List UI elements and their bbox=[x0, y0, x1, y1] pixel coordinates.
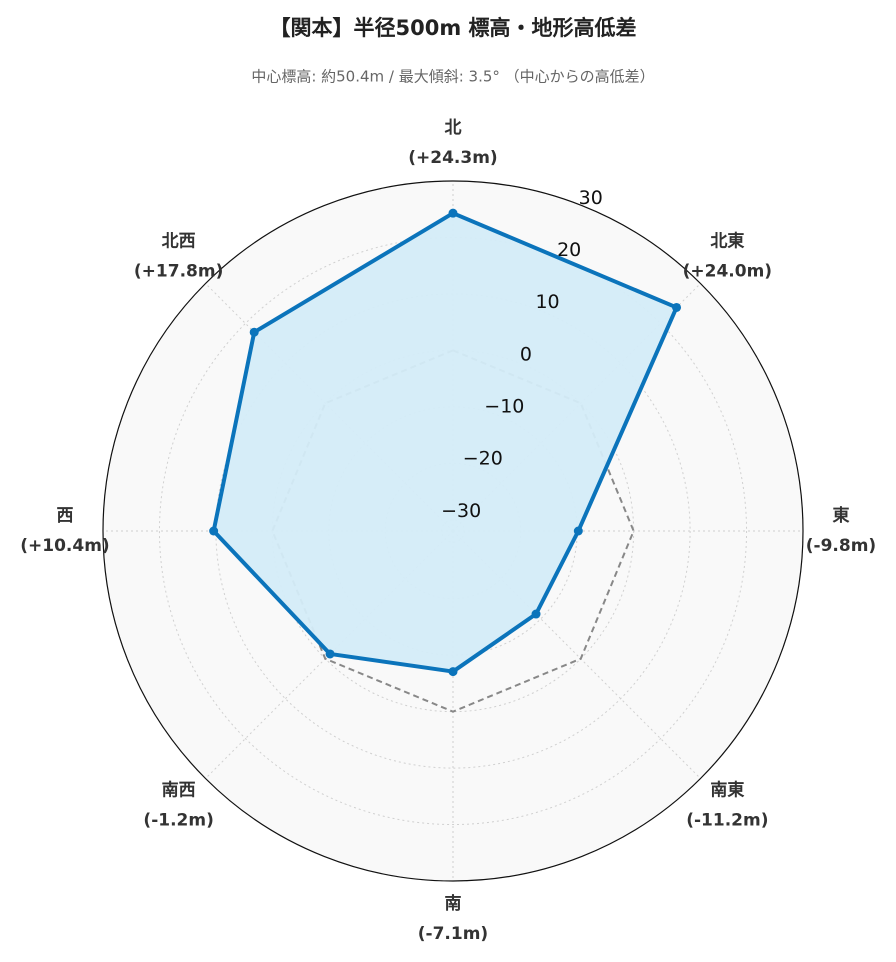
data-point bbox=[448, 208, 458, 218]
data-point bbox=[531, 609, 541, 619]
r-tick-label: 30 bbox=[579, 187, 603, 209]
grid-circle bbox=[158, 236, 748, 826]
data-point bbox=[209, 526, 219, 536]
value-label: (-7.1m) bbox=[418, 924, 488, 944]
value-label: (+17.8m) bbox=[134, 262, 223, 282]
category-label: 北 bbox=[445, 118, 462, 138]
category-label: 北西 bbox=[162, 232, 196, 252]
category-label: 南西 bbox=[162, 779, 196, 800]
data-point bbox=[672, 302, 682, 312]
category-label: 南東 bbox=[710, 779, 744, 800]
value-label: (+10.4m) bbox=[20, 536, 109, 556]
spoke bbox=[452, 530, 701, 779]
value-label: (-11.2m) bbox=[686, 810, 768, 830]
r-tick-label: −30 bbox=[441, 500, 481, 522]
data-point bbox=[325, 649, 335, 659]
category-label: 南 bbox=[445, 893, 462, 914]
category-label: 東 bbox=[833, 505, 850, 526]
value-label: (-1.2m) bbox=[143, 810, 213, 830]
data-point bbox=[249, 327, 259, 337]
r-tick-label: 20 bbox=[557, 239, 581, 261]
category-label: 西 bbox=[57, 506, 74, 526]
r-tick-label: 10 bbox=[535, 291, 559, 313]
category-label: 北東 bbox=[710, 231, 744, 252]
r-tick-label: −10 bbox=[484, 396, 524, 418]
chart-title: 【関本】半径500m 標高・地形高低差 bbox=[269, 16, 636, 40]
value-label: (+24.3m) bbox=[408, 148, 497, 168]
r-tick-label: −20 bbox=[463, 448, 503, 470]
data-point bbox=[573, 526, 583, 536]
value-label: (-9.8m) bbox=[806, 536, 876, 556]
plot-border bbox=[102, 180, 804, 882]
r-tick-label: 0 bbox=[520, 343, 532, 365]
data-point bbox=[448, 667, 458, 677]
value-label: (+24.0m) bbox=[683, 262, 772, 282]
chart-subtitle: 中心標高: 約50.4m / 最大傾斜: 3.5° （中心からの高低差） bbox=[251, 68, 654, 86]
